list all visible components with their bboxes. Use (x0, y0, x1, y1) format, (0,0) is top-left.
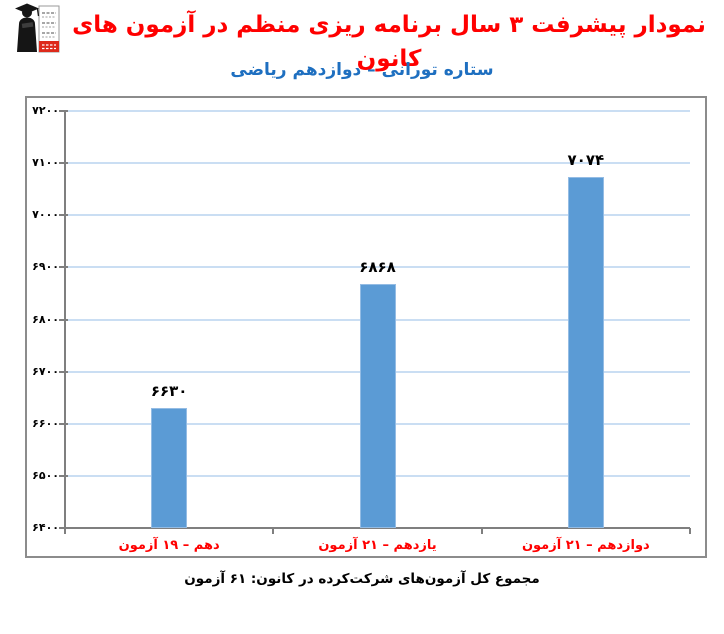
y-gridline (65, 162, 690, 165)
page-title: نمودار پیشرفت ۳ سال برنامه ریزی منظم در … (72, 12, 706, 72)
y-axis-tick (59, 527, 68, 529)
category-label: دوازدهم – ۲۱ آزمون (521, 538, 650, 553)
x-axis-tick (64, 528, 66, 534)
y-axis-label: ۶۴۰۰ (32, 521, 59, 534)
y-axis-tick (59, 370, 68, 373)
bar-1 (151, 408, 188, 528)
y-gridline (65, 110, 690, 112)
total-exams-text: مجموع کل آزمون‌های شرکت‌کرده در کانون: ۶… (184, 571, 540, 587)
bar-value-label: ۷۰۷۴ (567, 150, 605, 169)
bar-value-label: ۶۶۳۰ (150, 382, 188, 401)
kanoon-logo-graphic (15, 3, 60, 53)
category-label: دهم – ۱۹ آزمون (118, 538, 220, 553)
y-axis-tick (59, 110, 68, 112)
y-axis-label: ۷۲۰۰ (32, 104, 59, 117)
y-axis-tick (59, 266, 68, 269)
bar-3 (567, 176, 604, 528)
bar-value-label: ۶۸۶۸ (359, 258, 396, 277)
y-axis (64, 111, 66, 529)
bar-chart: ۶۴۰۰ ۶۵۰۰ ۶۶۰۰ ۶۷۰۰ ۶۸۰۰ ۶۹۰۰ ۷۰۰۰ ۷۱۰۰ ۷۲۰۰ ۶۶۳۰… (25, 96, 707, 558)
y-axis-tick (59, 162, 68, 165)
y-axis-label: ۶۵۰۰ (32, 468, 59, 482)
y-axis-tick (59, 474, 68, 477)
y-axis-label: ۶۶۰۰ (32, 416, 59, 430)
x-axis-tick (272, 528, 275, 534)
x-axis-tick (689, 528, 691, 534)
bar-2 (359, 284, 396, 528)
category-label: یازدهم – ۲۱ آزمون (318, 538, 437, 553)
y-axis-label: ۶۹۰۰ (32, 260, 59, 274)
y-axis-label: ۶۷۰۰ (32, 364, 59, 378)
y-gridline (65, 214, 690, 217)
y-axis-tick (59, 214, 68, 217)
y-axis-tick (59, 422, 68, 425)
y-gridline (65, 266, 690, 269)
x-axis (64, 527, 690, 529)
x-axis-tick (480, 528, 483, 534)
page-subtitle: ستاره تورانی – دوازدهم ریاضی (230, 60, 494, 80)
y-axis-tick (59, 318, 68, 321)
y-axis-label: ۷۰۰۰ (32, 208, 59, 222)
y-axis-label: ۶۸۰۰ (32, 312, 59, 326)
y-axis-label: ۷۱۰۰ (32, 156, 59, 170)
kanoon-logo (10, 2, 64, 56)
